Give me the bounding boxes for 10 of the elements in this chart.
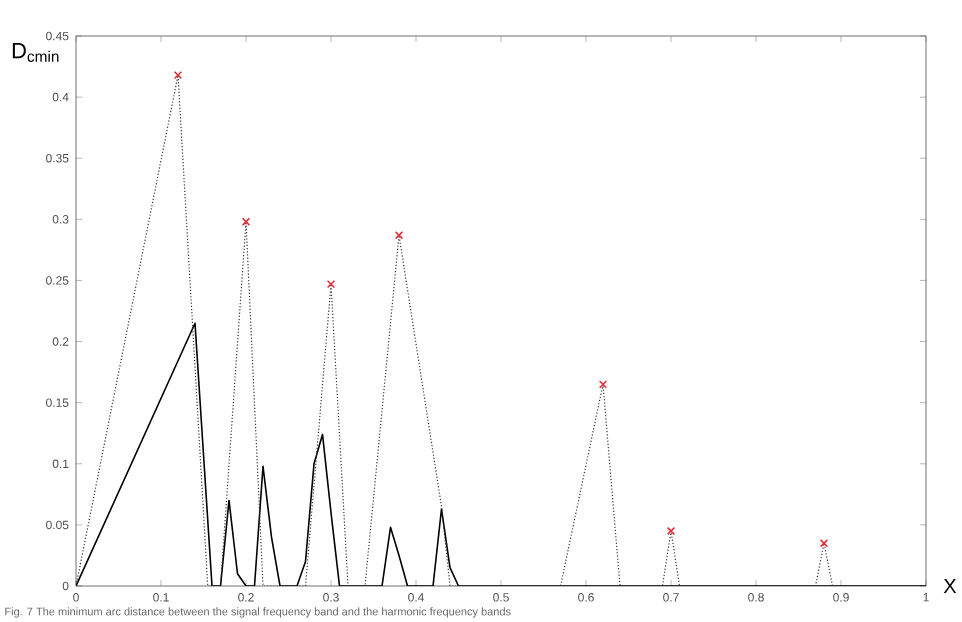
point (394, 231, 404, 240)
line-series (76, 322, 927, 586)
x-axis-title: X (943, 579, 957, 593)
point (241, 217, 251, 226)
y-axis-title: D$_{cmin}$ (12, 43, 59, 62)
point (666, 526, 676, 536)
point (819, 539, 829, 548)
point (598, 380, 608, 389)
point (173, 70, 183, 80)
point (326, 279, 336, 289)
